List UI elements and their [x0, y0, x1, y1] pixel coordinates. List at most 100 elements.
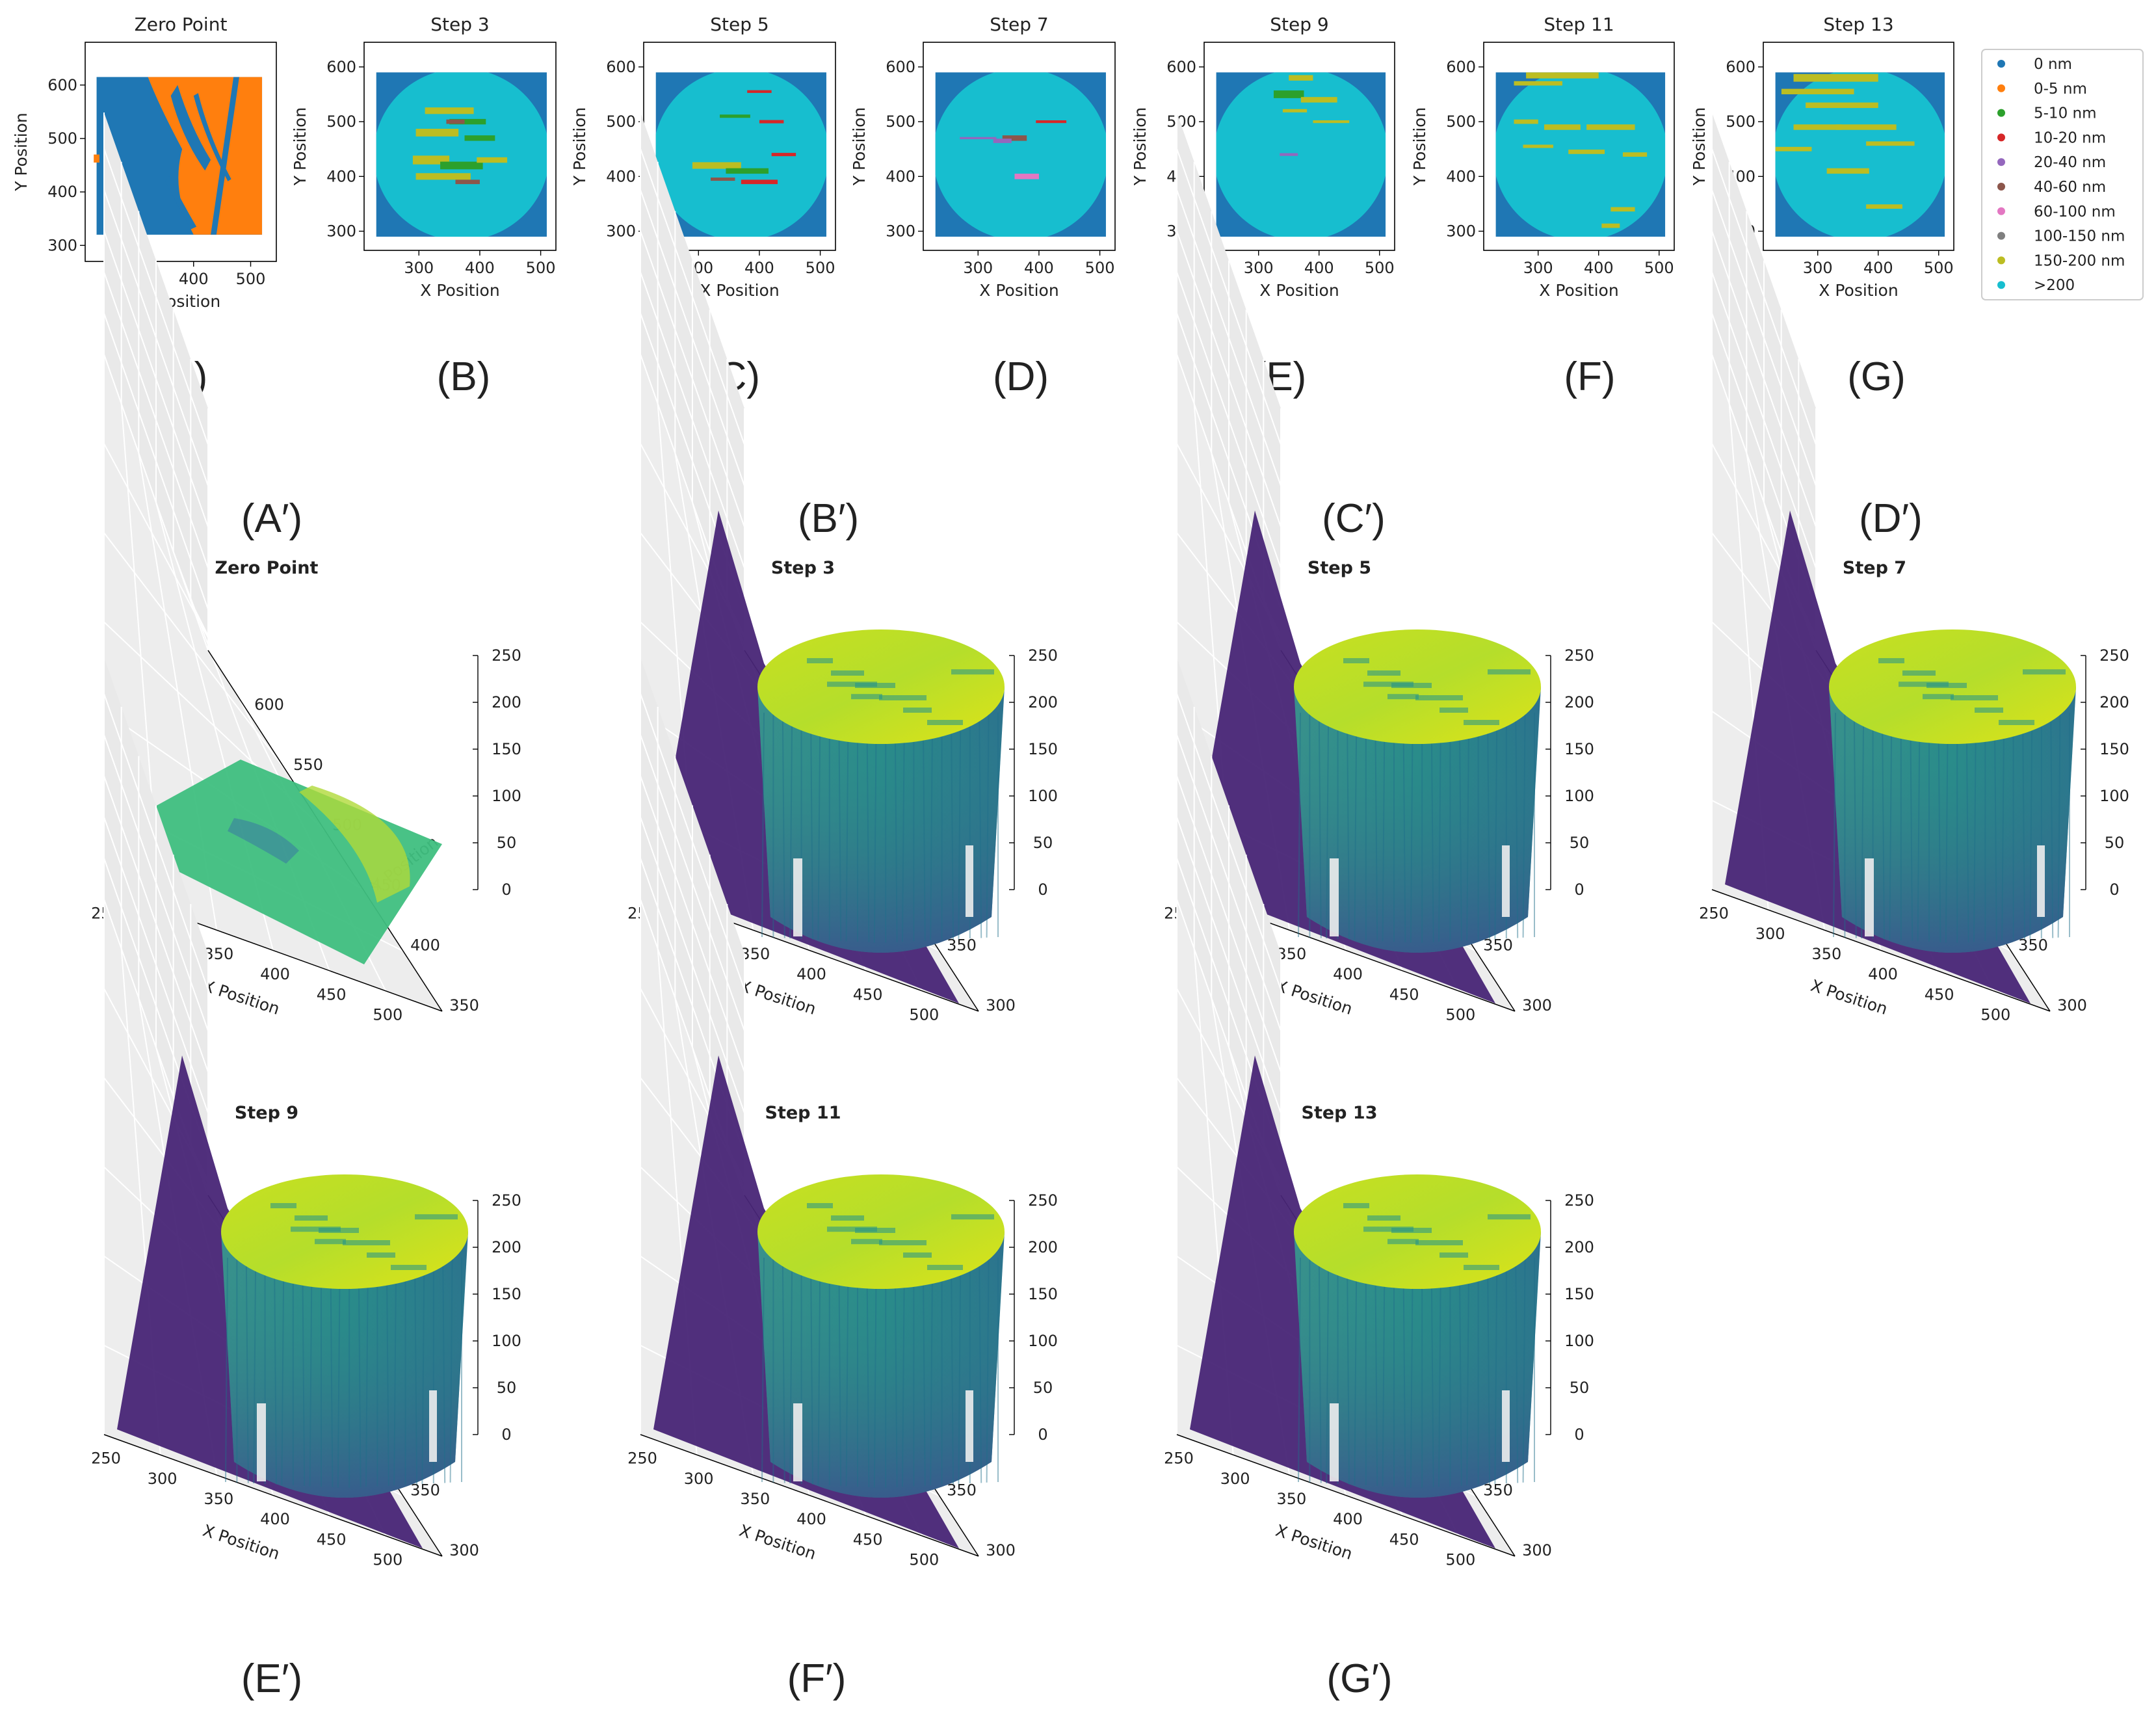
- class-patch: [464, 135, 495, 141]
- z-tick-label: 0: [1574, 1425, 1584, 1444]
- cylinder-wall-shade: [1294, 1232, 1541, 1498]
- legend-marker: [1997, 256, 2005, 265]
- x-tick-label: 500: [526, 259, 556, 277]
- x-tick-label: 250: [627, 1450, 657, 1468]
- flat-surface-feature: [228, 818, 299, 864]
- wall-streak: [302, 1257, 306, 1486]
- top-texture: [951, 1214, 994, 1220]
- wall-streak: [894, 712, 898, 942]
- class-patch: [1866, 141, 1915, 146]
- top-texture: [1975, 708, 2003, 713]
- x-tick-label: 450: [853, 985, 883, 1003]
- z-tick-label: 150: [1028, 1285, 1058, 1303]
- y-tick-label: 600: [326, 58, 356, 76]
- class-patch: [1280, 153, 1298, 156]
- class-patch: [1622, 152, 1648, 157]
- wall-streak: [1458, 1257, 1462, 1486]
- y-tick-label: 300: [606, 222, 636, 241]
- y-tick-label: 350: [947, 1481, 977, 1499]
- wall-streak: [1889, 712, 1893, 940]
- wall-gap: [966, 845, 973, 917]
- wall-gridline: [640, 775, 745, 1072]
- panel-label: (D′): [1859, 496, 1923, 541]
- wall-streak: [1466, 712, 1470, 941]
- chart-title: Step 9: [1270, 14, 1328, 35]
- class-patch: [1568, 150, 1605, 154]
- class-patch: [1601, 223, 1620, 228]
- wall-gap: [1502, 845, 1510, 917]
- y-axis-label: Y Position: [291, 107, 309, 187]
- x-tick-label: 350: [740, 945, 770, 963]
- z-tick-label: 50: [1570, 834, 1590, 852]
- wall-streak: [761, 1257, 765, 1483]
- y-tick-label: 300: [47, 236, 77, 254]
- class-patch: [692, 162, 741, 169]
- z-tick-label: 0: [2109, 881, 2119, 899]
- class-patch: [1544, 124, 1581, 130]
- wall-streak: [817, 1257, 821, 1485]
- wall-gap: [966, 1390, 973, 1462]
- top-texture: [1343, 658, 1369, 663]
- top-texture: [1415, 1240, 1463, 1245]
- top-texture: [291, 1226, 341, 1232]
- top-texture: [1363, 1226, 1413, 1232]
- chart-title: Zero Point: [135, 14, 228, 35]
- wall-streak: [789, 712, 793, 939]
- wall-streak: [1993, 712, 1997, 941]
- top-texture: [1464, 720, 1499, 725]
- panel-label: (F): [1564, 354, 1615, 399]
- z-tick-label: 0: [501, 881, 511, 899]
- chart-title: Step 11: [1544, 14, 1614, 35]
- wall-gridline: [103, 354, 209, 651]
- class-patch: [449, 118, 486, 125]
- y-tick-label: 300: [449, 1541, 479, 1559]
- legend-marker: [1997, 183, 2005, 191]
- y-tick-label: 600: [1166, 58, 1196, 76]
- top-texture: [1387, 1239, 1419, 1245]
- top-texture: [415, 1214, 458, 1220]
- wall-streak: [309, 1257, 313, 1487]
- y-tick-label: 400: [1446, 167, 1476, 185]
- x-tick-label: 450: [317, 1530, 347, 1548]
- x-tick-label: 500: [909, 1006, 939, 1024]
- x-tick-label: 500: [1644, 259, 1674, 277]
- top-texture: [827, 682, 877, 687]
- class-patch: [1835, 124, 1897, 130]
- z-tick-label: 0: [1574, 881, 1584, 899]
- z-tick-label: 0: [501, 1425, 511, 1444]
- top-texture: [851, 694, 882, 700]
- wall-streak: [1430, 1257, 1434, 1487]
- chart-title: Step 11: [765, 1103, 841, 1123]
- wall-gap: [1502, 1390, 1510, 1462]
- x-axis-label: X Position: [979, 281, 1058, 300]
- chart-title: Step 5: [710, 14, 769, 35]
- wall-streak: [330, 1257, 334, 1487]
- top-texture: [927, 720, 963, 725]
- legend-entry: 150-200 nm: [2034, 252, 2125, 269]
- top-texture: [927, 1265, 963, 1270]
- y-tick-label: 400: [886, 167, 915, 185]
- wall-streak: [1494, 1257, 1498, 1484]
- wall-gridline: [103, 313, 209, 610]
- x-tick-label: 500: [1445, 1551, 1475, 1569]
- scatter-panel-2: 300 400 500 300 400 500 600 Step 3 X Position Y P…: [291, 14, 557, 399]
- class-patch: [1514, 119, 1538, 124]
- wall-streak: [1410, 712, 1413, 943]
- y-axis-label: Y Position: [570, 107, 589, 187]
- y-tick-label: 600: [606, 58, 636, 76]
- wall-streak: [845, 712, 849, 942]
- x-tick-label: 250: [91, 1450, 121, 1468]
- panel-label: (A′): [241, 496, 302, 541]
- wall-streak: [1910, 712, 1913, 941]
- z-tick-label: 50: [497, 1379, 517, 1397]
- wall-streak: [1515, 1257, 1519, 1483]
- wall-streak: [1382, 1257, 1386, 1487]
- x-tick-label: 500: [806, 259, 835, 277]
- wall-streak: [894, 1257, 898, 1487]
- wall-streak: [930, 1257, 934, 1486]
- x-tick-label: 300: [1523, 259, 1553, 277]
- scatter-panel-6: 300 400 500 300 400 500 600 Step 11 X Position Y …: [1410, 14, 1675, 399]
- fill-disc: [1495, 72, 1666, 237]
- wall-streak: [2057, 712, 2061, 938]
- wall-streak: [1374, 712, 1378, 941]
